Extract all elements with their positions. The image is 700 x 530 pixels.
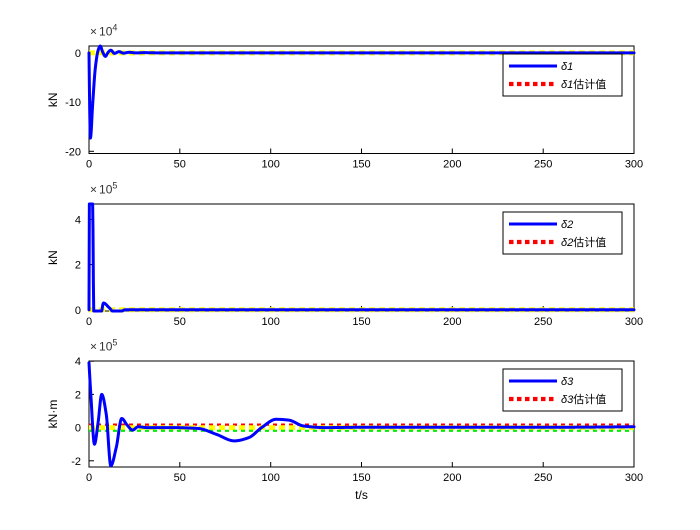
- svg-text:kN·m: kN·m: [46, 400, 60, 429]
- svg-text:δ2估计值: δ2估计值: [561, 236, 606, 249]
- svg-text:150: 150: [352, 159, 370, 171]
- svg-text:300: 300: [625, 159, 643, 171]
- svg-text:250: 250: [534, 159, 552, 171]
- svg-text:150: 150: [352, 472, 370, 484]
- svg-text:100: 100: [262, 472, 280, 484]
- svg-text:200: 200: [443, 472, 461, 484]
- svg-text:δ1: δ1: [561, 61, 573, 73]
- svg-text:2: 2: [75, 389, 81, 401]
- svg-text:kN: kN: [46, 92, 60, 107]
- svg-text:t/s: t/s: [355, 488, 368, 502]
- svg-text:0: 0: [75, 423, 81, 435]
- svg-text:δ1估计值: δ1估计值: [561, 78, 606, 91]
- svg-text:100: 100: [262, 159, 280, 171]
- svg-text:50: 50: [174, 316, 186, 328]
- svg-text:kN: kN: [46, 250, 60, 265]
- svg-text:200: 200: [443, 316, 461, 328]
- svg-text:-2: -2: [71, 456, 81, 468]
- svg-text:50: 50: [174, 472, 186, 484]
- svg-text:300: 300: [625, 472, 643, 484]
- svg-text:200: 200: [443, 159, 461, 171]
- svg-text:50: 50: [174, 159, 186, 171]
- svg-text:4: 4: [75, 214, 81, 226]
- svg-text:δ2: δ2: [561, 219, 573, 231]
- svg-text:0: 0: [86, 159, 92, 171]
- svg-text:-10: -10: [65, 97, 81, 109]
- svg-text:0: 0: [86, 472, 92, 484]
- svg-text:δ3估计值: δ3估计值: [561, 393, 606, 406]
- svg-text:0: 0: [75, 305, 81, 317]
- svg-text:300: 300: [625, 316, 643, 328]
- svg-text:-20: -20: [65, 146, 81, 158]
- svg-text:4: 4: [75, 356, 81, 368]
- svg-text:100: 100: [262, 316, 280, 328]
- svg-text:δ3: δ3: [561, 376, 574, 388]
- svg-text:150: 150: [352, 316, 370, 328]
- svg-text:0: 0: [75, 48, 81, 60]
- svg-text:2: 2: [75, 260, 81, 272]
- svg-text:0: 0: [86, 316, 92, 328]
- svg-text:250: 250: [534, 472, 552, 484]
- svg-text:250: 250: [534, 316, 552, 328]
